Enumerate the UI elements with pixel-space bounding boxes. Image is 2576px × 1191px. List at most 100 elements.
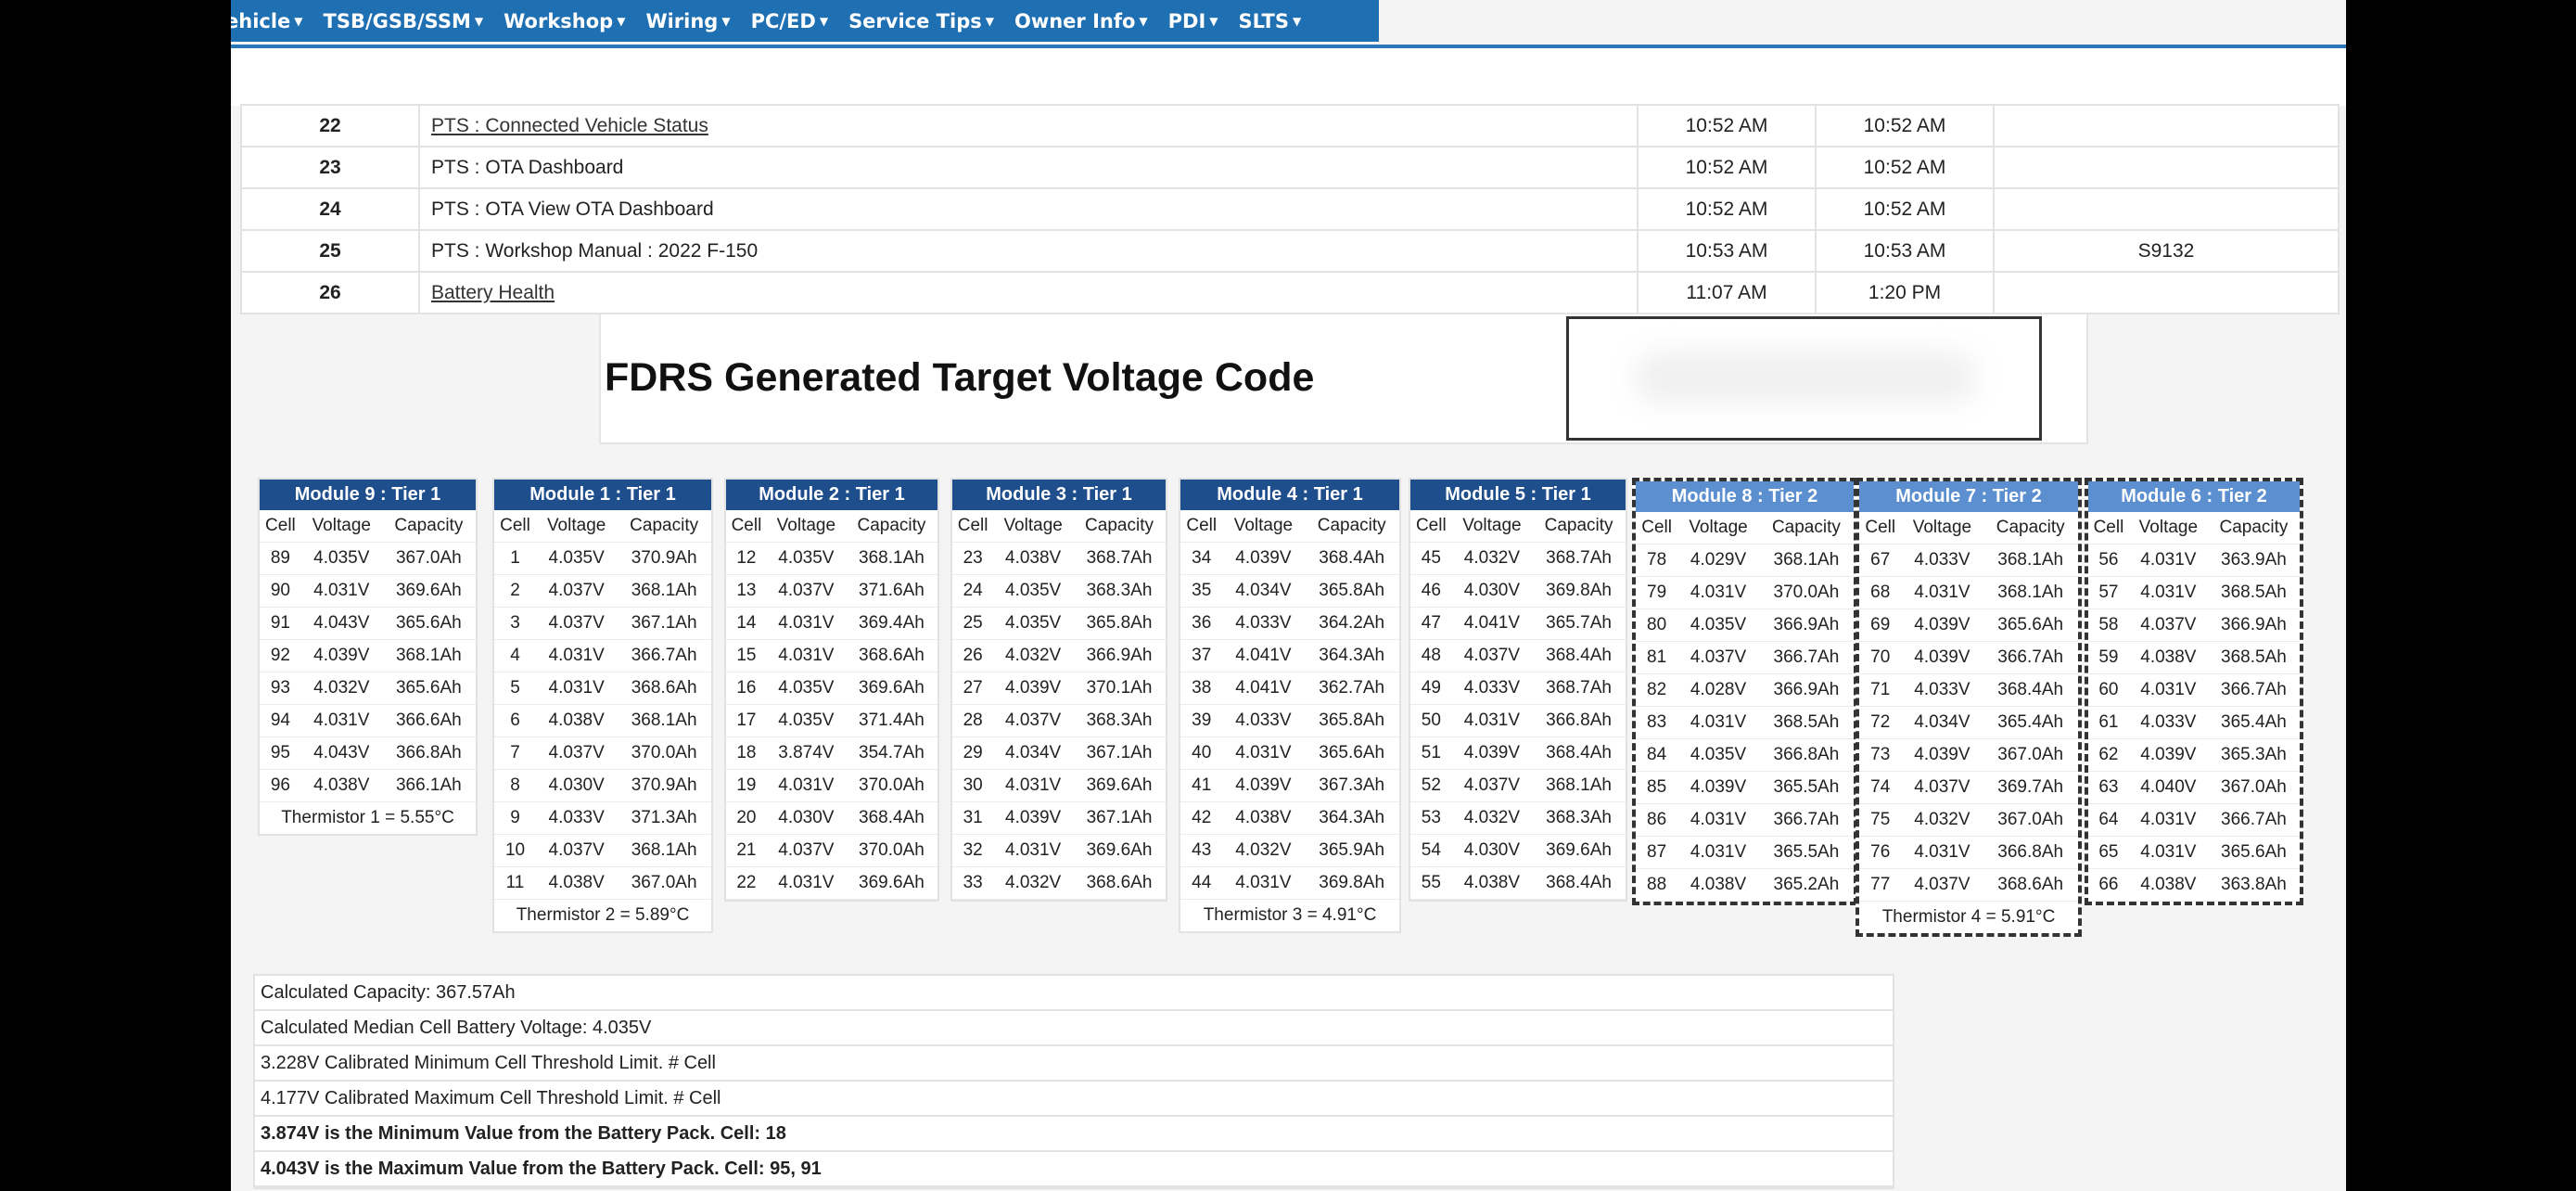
history-t2-cell: 1:20 PM	[1815, 271, 1995, 314]
column-header: Cell	[726, 510, 767, 543]
cell-voltage: 4.039V	[2128, 738, 2208, 772]
cell-row: 61 4.033V 365.4Ah	[2088, 706, 2300, 739]
cell-row: 70 4.039V 366.7Ah	[1859, 641, 2078, 674]
cell-capacity: 368.3Ah	[1073, 704, 1166, 737]
cell-voltage: 4.029V	[1677, 544, 1759, 577]
cell-voltage: 4.031V	[993, 769, 1074, 802]
cell-capacity: 366.7Ah	[1758, 803, 1854, 837]
cell-table: Cell Voltage Capacity 34 4.039V 368.4Ah 35 4.03…	[1180, 510, 1399, 900]
battery-module-6: Module 5 : Tier 1 Cell Voltage Capacity 45 4.…	[1409, 478, 1627, 902]
cell-voltage: 4.039V	[1222, 769, 1305, 802]
nav-item-label: Service Tips	[848, 9, 982, 32]
thermistor-reading: Thermistor 4 = 5.91°C	[1881, 907, 2056, 927]
nav-divider	[231, 45, 2346, 48]
cell-row: 10 4.037V 368.1Ah	[494, 834, 711, 867]
cell-table-header: Cell Voltage Capacity	[1410, 510, 1626, 543]
cell-row: 62 4.039V 365.3Ah	[2088, 738, 2300, 772]
history-desc-cell: PTS : OTA Dashboard	[418, 146, 1639, 189]
column-header: Voltage	[766, 510, 846, 543]
cell-voltage: 4.039V	[993, 672, 1074, 705]
history-t2: 10:52 AM	[1863, 114, 1946, 136]
cell-capacity: 368.7Ah	[1073, 542, 1166, 575]
history-link[interactable]: Battery Health	[431, 281, 555, 303]
module-title: Module 4 : Tier 1	[1180, 480, 1399, 510]
history-desc-cell: Battery Health	[418, 271, 1639, 314]
nav-item-wiring[interactable]: Wiring ▼	[645, 10, 730, 32]
history-t2: 1:20 PM	[1868, 281, 1942, 303]
cell-capacity: 368.1Ah	[845, 542, 937, 575]
cell-capacity: 367.0Ah	[381, 542, 476, 575]
cell-voltage: 4.034V	[1901, 706, 1983, 739]
history-num-cell: 23	[240, 146, 420, 189]
cell-capacity: 370.9Ah	[617, 542, 711, 575]
cell-number: 86	[1636, 803, 1678, 837]
history-t1: 10:52 AM	[1685, 198, 1768, 220]
cell-row: 48 4.037V 368.4Ah	[1410, 639, 1626, 672]
cell-capacity: 368.3Ah	[1073, 574, 1166, 608]
cell-capacity: 367.1Ah	[1073, 736, 1166, 770]
cell-voltage: 4.030V	[1451, 834, 1533, 867]
cell-voltage: 4.032V	[1451, 542, 1533, 575]
cell-voltage: 4.037V	[1901, 771, 1983, 804]
cell-capacity: 366.9Ah	[1073, 639, 1166, 672]
nav-item-pc-ed[interactable]: PC/ED ▼	[751, 10, 828, 32]
thermistor-reading: Thermistor 2 = 5.89°C	[516, 905, 690, 925]
cell-number: 29	[952, 736, 994, 770]
cell-row: 28 4.037V 368.3Ah	[952, 704, 1166, 737]
battery-module-2: Module 1 : Tier 1 Cell Voltage Capacity 1 4.0…	[492, 478, 713, 933]
nav-item-tsb-gsb-ssm[interactable]: TSB/GSB/SSM ▼	[324, 10, 484, 32]
column-header: Capacity	[1758, 512, 1854, 544]
cell-capacity: 368.5Ah	[2207, 576, 2300, 609]
cell-number: 10	[494, 834, 537, 867]
cell-capacity: 366.7Ah	[617, 639, 711, 672]
cell-voltage: 4.033V	[1451, 672, 1533, 705]
cell-row: 19 4.031V 370.0Ah	[726, 769, 937, 802]
cell-table-header: Cell Voltage Capacity	[1180, 510, 1399, 543]
cell-number: 2	[494, 574, 537, 608]
module-title: Module 9 : Tier 1	[260, 480, 476, 510]
history-link[interactable]: PTS : Connected Vehicle Status	[431, 114, 708, 136]
cell-row: 95 4.043V 366.8Ah	[260, 736, 476, 770]
cell-voltage: 4.037V	[1677, 641, 1759, 674]
chevron-down-icon: ▼	[819, 14, 829, 28]
cell-voltage: 4.039V	[1677, 771, 1759, 804]
session-history-table: 22 PTS : Connected Vehicle Status 10:52 AM…	[240, 104, 2340, 314]
nav-item-ehicle[interactable]: ehicle ▼	[231, 10, 303, 32]
cell-number: 5	[494, 672, 537, 705]
history-t2-cell: 10:52 AM	[1815, 146, 1995, 189]
cell-row: 80 4.035V 366.9Ah	[1636, 608, 1854, 642]
nav-item-workshop[interactable]: Workshop ▼	[504, 10, 625, 32]
battery-module-5: Module 4 : Tier 1 Cell Voltage Capacity 34 4.…	[1179, 478, 1401, 933]
column-header: Voltage	[2128, 512, 2208, 544]
cell-capacity: 369.6Ah	[1073, 769, 1166, 802]
cell-row: 33 4.032V 368.6Ah	[952, 866, 1166, 900]
cell-capacity: 367.0Ah	[2207, 771, 2300, 804]
nav-item-pdi[interactable]: PDI ▼	[1168, 10, 1218, 32]
cell-voltage: 4.038V	[1677, 868, 1759, 902]
cell-capacity: 366.1Ah	[381, 769, 476, 802]
cell-voltage: 4.035V	[993, 607, 1074, 640]
cell-row: 66 4.038V 363.8Ah	[2088, 868, 2300, 902]
top-nav-bar: ehicle ▼ TSB/GSB/SSM ▼ Workshop ▼ Wiring ▼ PC/ED…	[231, 0, 1379, 42]
cell-number: 1	[494, 542, 537, 575]
history-t2-cell: 10:53 AM	[1815, 229, 1995, 273]
cell-row: 47 4.041V 365.7Ah	[1410, 607, 1626, 640]
history-desc: PTS : OTA Dashboard	[431, 156, 624, 178]
cell-capacity: 369.6Ah	[381, 574, 476, 608]
battery-summary: Calculated Capacity: 367.57Ah Calculated …	[253, 974, 1894, 1189]
cell-voltage: 4.035V	[1677, 608, 1759, 642]
cell-capacity: 368.6Ah	[617, 672, 711, 705]
module-title: Module 2 : Tier 1	[726, 480, 937, 510]
cell-voltage: 3.874V	[766, 736, 846, 770]
nav-item-service-tips[interactable]: Service Tips ▼	[848, 10, 994, 32]
cell-table-header: Cell Voltage Capacity	[2088, 512, 2300, 544]
cell-number: 77	[1859, 868, 1902, 902]
summary-line: 4.043V is the Maximum Value from the Bat…	[255, 1152, 1893, 1187]
cell-capacity: 365.8Ah	[1304, 574, 1399, 608]
cell-voltage: 4.037V	[536, 607, 618, 640]
nav-item-slts[interactable]: SLTS ▼	[1239, 10, 1302, 32]
cell-table-header: Cell Voltage Capacity	[952, 510, 1166, 543]
nav-item-owner-info[interactable]: Owner Info ▼	[1014, 10, 1148, 32]
cell-table: Cell Voltage Capacity 45 4.032V 368.7Ah 46 4.03…	[1410, 510, 1626, 900]
cell-voltage: 4.037V	[1451, 639, 1533, 672]
